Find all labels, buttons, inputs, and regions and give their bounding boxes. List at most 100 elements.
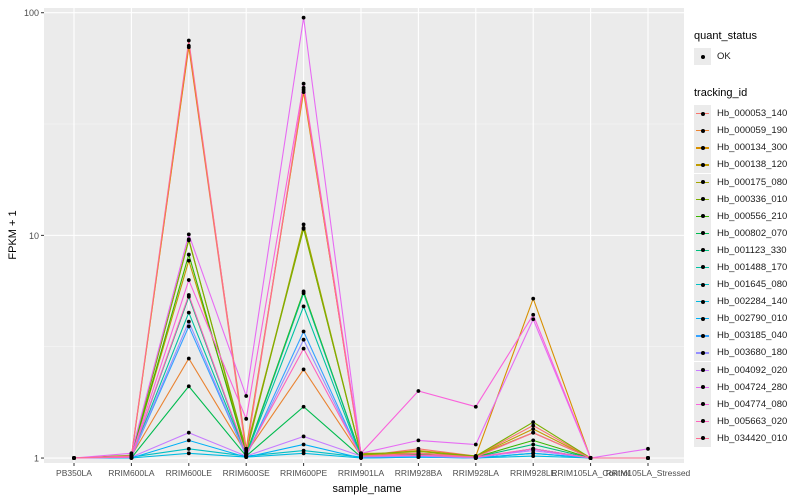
data-point <box>72 456 76 460</box>
x-tick-label: RRIM928LE <box>510 468 557 478</box>
legend-quant-title: quant_status <box>694 30 757 42</box>
data-point <box>244 416 249 421</box>
legend-item-label: Hb_000134_300 <box>717 142 788 154</box>
legend-item-label: Hb_001488_170 <box>717 261 788 273</box>
legend: quant_status OK tracking_id Hb_000053_14… <box>688 30 798 447</box>
y-axis: 1 10 100 <box>24 8 44 464</box>
data-point <box>473 442 478 447</box>
data-point <box>244 394 249 398</box>
legend-point-key <box>694 48 711 66</box>
legend-line-key <box>694 276 711 294</box>
legend-item-label: Hb_004774_080 <box>717 398 788 410</box>
legend-line-key <box>694 139 711 157</box>
data-point <box>301 442 306 447</box>
legend-item-label: Hb_001645_080 <box>717 279 788 291</box>
legend-line-key <box>694 361 711 379</box>
legend-item: Hb_000138_120 <box>688 156 798 174</box>
data-point <box>301 448 306 453</box>
legend-item-label: Hb_003185_040 <box>717 330 788 342</box>
legend-line-key <box>694 412 711 430</box>
data-point <box>531 312 536 317</box>
data-point <box>301 404 306 409</box>
data-point <box>531 446 536 451</box>
data-point <box>301 81 306 86</box>
data-point <box>186 310 191 315</box>
data-point <box>359 454 363 459</box>
x-tick-label: RRIM600SE <box>223 468 271 478</box>
legend-line-key <box>694 293 711 311</box>
legend-line-key <box>694 429 711 447</box>
y-tick-label: 10 <box>29 231 39 241</box>
legend-item-label: Hb_000556_210 <box>717 210 788 222</box>
legend-line-key <box>694 327 711 345</box>
x-tick-label: RRIM105LA_Control <box>551 468 630 478</box>
legend-quant-item: OK <box>688 48 798 66</box>
data-point <box>416 438 421 443</box>
data-point <box>588 456 593 460</box>
data-point <box>186 258 191 263</box>
data-point <box>473 455 478 459</box>
legend-item-label: Hb_000175_080 <box>717 176 788 188</box>
y-tick-label: 1 <box>34 454 39 464</box>
data-point <box>359 451 363 456</box>
data-point <box>531 420 536 425</box>
data-point <box>301 222 306 227</box>
x-tick-label: RRIM600LA <box>108 468 155 478</box>
data-point <box>301 90 306 95</box>
legend-item: Hb_001645_080 <box>688 276 798 294</box>
legend-item: Hb_003185_040 <box>688 327 798 345</box>
x-tick-label: RRIM600LE <box>166 468 213 478</box>
data-point <box>301 367 306 372</box>
data-point <box>531 296 536 301</box>
legend-item: Hb_000059_190 <box>688 122 798 140</box>
data-point <box>531 317 536 322</box>
legend-item: Hb_001123_330 <box>688 241 798 259</box>
data-point <box>301 15 306 20</box>
legend-item-label: Hb_005663_020 <box>717 415 788 427</box>
data-point <box>301 304 306 309</box>
legend-item: Hb_000134_300 <box>688 139 798 157</box>
legend-line-key <box>694 395 711 413</box>
legend-line-key <box>694 105 711 123</box>
data-point <box>129 454 134 459</box>
legend-item: Hb_002284_140 <box>688 293 798 311</box>
legend-item: Hb_000336_010 <box>688 190 798 208</box>
data-point <box>186 430 191 435</box>
legend-tracking-group: tracking_id Hb_000053_140 Hb_000059_190 Hb… <box>688 87 798 447</box>
x-tick-label: RRIM928BA <box>395 468 443 478</box>
data-point <box>531 427 536 431</box>
legend-item-label: Hb_034420_010 <box>717 432 788 444</box>
legend-line-key <box>694 207 711 225</box>
x-axis: PB350LA RRIM600LA RRIM600LE RRIM600SE RRIM60… <box>56 463 691 478</box>
legend-tracking-title: tracking_id <box>694 87 748 100</box>
legend-item: Hb_000053_140 <box>688 105 798 123</box>
legend-item-label: Hb_000802_070 <box>717 227 788 239</box>
data-point <box>186 446 191 451</box>
data-point <box>186 238 191 243</box>
legend-line-key <box>694 224 711 242</box>
legend-item-label: Hb_000053_140 <box>717 108 788 120</box>
legend-quant-label: OK <box>717 51 731 63</box>
x-tick-label: PB350LA <box>56 468 92 478</box>
data-point <box>531 442 536 447</box>
data-point <box>129 451 134 456</box>
legend-item: Hb_002790_010 <box>688 310 798 328</box>
data-point <box>186 43 191 48</box>
legend-item-label: Hb_002284_140 <box>717 296 788 308</box>
data-point <box>186 293 191 297</box>
legend-item: Hb_034420_010 <box>688 429 798 447</box>
legend-line-key <box>694 122 711 140</box>
x-tick-label: RRIM600PE <box>280 468 328 478</box>
legend-line-key <box>694 156 711 174</box>
legend-line-key <box>694 190 711 208</box>
legend-item: Hb_005663_020 <box>688 412 798 430</box>
x-tick-label: RRIM105LA_Stressed <box>606 468 691 478</box>
data-point <box>186 438 191 443</box>
data-point <box>186 38 191 43</box>
data-point <box>416 451 421 456</box>
legend-item-label: Hb_000059_190 <box>717 125 788 137</box>
series-points <box>72 15 650 460</box>
data-point <box>473 404 478 409</box>
legend-item: Hb_000556_210 <box>688 207 798 225</box>
